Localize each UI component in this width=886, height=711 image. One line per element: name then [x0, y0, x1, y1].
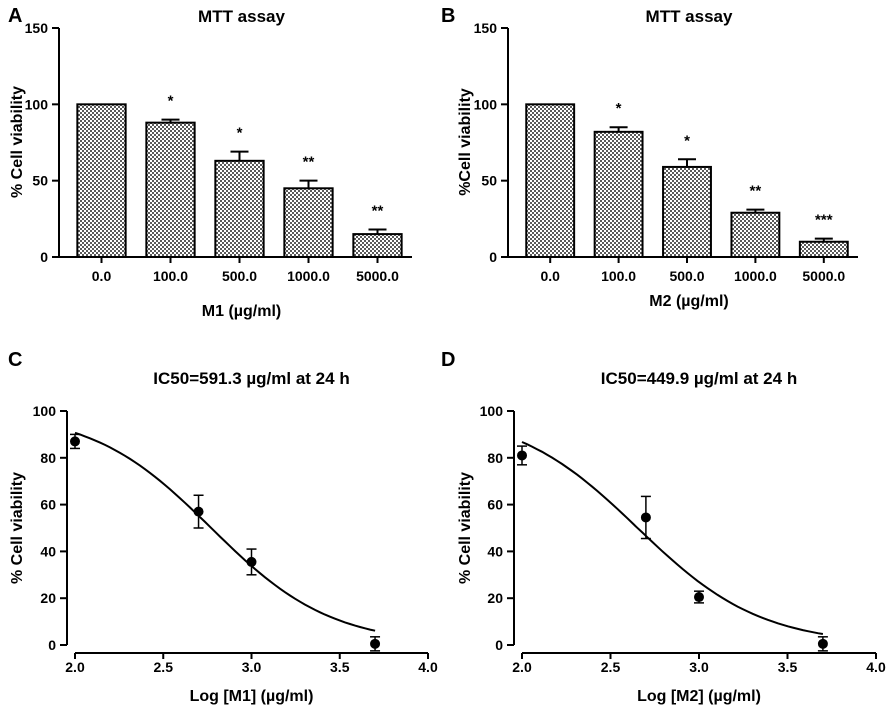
- bar: [214, 159, 265, 259]
- x-tick-label: 1000.0: [287, 268, 330, 284]
- chart-title: MTT assay: [198, 7, 285, 26]
- bar: [593, 130, 644, 259]
- chart-title: IC50=591.3 µg/ml at 24 h: [153, 369, 349, 388]
- x-axis-label: Log [M1] (µg/ml): [190, 688, 314, 705]
- y-axis-label: % Cell viability: [457, 472, 474, 584]
- x-tick-label: 500.0: [669, 268, 704, 284]
- chart-panel-c: C IC50=591.3 µg/ml at 24 h % Cell viabilit…: [8, 349, 438, 705]
- bar: [662, 165, 712, 258]
- x-tick-label: 5000.0: [802, 268, 845, 284]
- data-point: [817, 638, 828, 649]
- chart-panel-a: A MTT assay % Cell viability M1 (µg/ml) 0 50 1…: [8, 5, 412, 320]
- y-axis-label: % Cell viability: [9, 472, 26, 584]
- x-axis-label: Log [M2] (µg/ml): [637, 688, 761, 705]
- fit-curve: [521, 441, 824, 635]
- y-tick-label: 150: [25, 20, 49, 36]
- x-tick-label: 4.0: [418, 659, 438, 675]
- data-point: [694, 592, 704, 603]
- significance-marker: *: [616, 100, 622, 117]
- bar: [525, 103, 576, 259]
- y-tick-label: 150: [474, 20, 498, 36]
- y-tick-label: 40: [40, 543, 56, 559]
- bar: [283, 187, 334, 258]
- x-axis-label: M2 (µg/ml): [649, 293, 728, 310]
- x-tick-label: 2.5: [154, 659, 174, 675]
- y-tick-label: 50: [32, 173, 48, 189]
- significance-marker: **: [303, 154, 315, 171]
- significance-marker: ***: [815, 212, 833, 229]
- data-point: [517, 450, 527, 461]
- y-tick-label: 0: [40, 249, 48, 265]
- chart-panel-d: D IC50=449.9 µg/ml at 24 h % Cell viabilit…: [441, 349, 886, 705]
- significance-marker: **: [750, 183, 762, 200]
- significance-marker: *: [168, 93, 174, 110]
- data-point: [370, 638, 381, 649]
- x-tick-label: 500.0: [222, 268, 257, 284]
- x-tick-label: 5000.0: [356, 268, 399, 284]
- x-tick-label: 1000.0: [734, 268, 777, 284]
- panel-letter: B: [441, 5, 455, 27]
- y-tick-label: 40: [487, 543, 503, 559]
- y-tick-label: 60: [40, 497, 56, 513]
- x-axis-label: M1 (µg/ml): [202, 303, 281, 320]
- y-tick-label: 20: [487, 590, 503, 606]
- x-tick-label: 2.0: [512, 659, 532, 675]
- fit-curve: [74, 431, 376, 632]
- y-tick-label: 20: [40, 590, 56, 606]
- y-tick-label: 0: [48, 637, 56, 653]
- y-tick-label: 100: [480, 403, 504, 419]
- x-tick-label: 100.0: [601, 268, 636, 284]
- y-axis-label: %Cell viability: [457, 88, 474, 196]
- panel-letter: D: [441, 349, 455, 371]
- panel-letter: C: [8, 349, 22, 371]
- y-tick-label: 80: [487, 450, 503, 466]
- x-tick-label: 0.0: [92, 268, 112, 284]
- y-tick-label: 80: [40, 450, 56, 466]
- significance-marker: **: [372, 203, 384, 220]
- y-tick-label: 100: [33, 403, 57, 419]
- chart-title: MTT assay: [646, 7, 733, 26]
- bar: [76, 103, 127, 259]
- chart-panel-b: B MTT assay %Cell viability M2 (µg/ml) 0 50 10…: [441, 5, 858, 310]
- data-point: [640, 512, 651, 523]
- y-tick-label: 100: [474, 96, 498, 112]
- x-tick-label: 3.5: [778, 659, 798, 675]
- significance-marker: *: [237, 125, 243, 142]
- x-tick-label: 3.5: [330, 659, 350, 675]
- x-tick-label: 2.0: [65, 659, 85, 675]
- x-tick-label: 3.0: [242, 659, 262, 675]
- y-tick-label: 100: [25, 96, 49, 112]
- chart-title: IC50=449.9 µg/ml at 24 h: [601, 369, 797, 388]
- y-axis-label: % Cell viability: [9, 86, 26, 198]
- y-tick-label: 0: [495, 637, 503, 653]
- x-tick-label: 3.0: [689, 659, 709, 675]
- bar: [145, 121, 196, 258]
- y-tick-label: 0: [489, 249, 497, 265]
- x-tick-label: 0.0: [540, 268, 560, 284]
- significance-marker: *: [684, 132, 690, 149]
- bar: [730, 211, 781, 259]
- bar: [352, 233, 403, 259]
- x-tick-label: 4.0: [866, 659, 886, 675]
- y-tick-label: 60: [487, 497, 503, 513]
- x-tick-label: 2.5: [601, 659, 621, 675]
- data-point: [70, 436, 80, 447]
- x-tick-label: 100.0: [153, 268, 188, 284]
- panel-letter: A: [8, 5, 22, 27]
- bar: [798, 240, 849, 259]
- data-point: [246, 556, 257, 567]
- data-point: [193, 506, 204, 517]
- y-tick-label: 50: [481, 173, 497, 189]
